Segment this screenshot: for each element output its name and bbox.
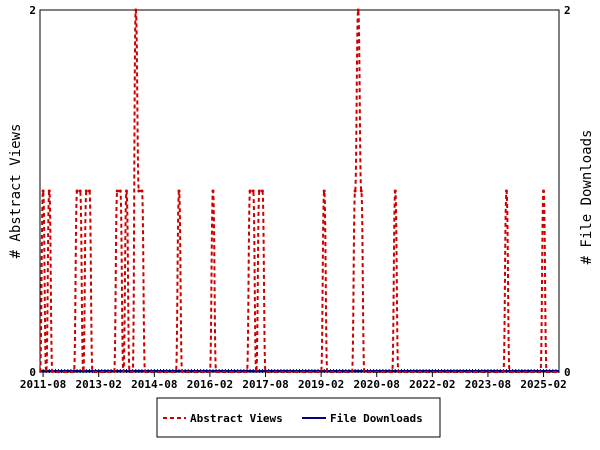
data-point-abstract-views: [47, 189, 51, 193]
data-point-abstract-views: [125, 189, 128, 193]
y-axis-right-title: # File Downloads: [579, 130, 595, 265]
x-tick-label: 2025-02: [520, 378, 566, 391]
legend: Abstract Views File Downloads: [156, 397, 441, 438]
data-point-abstract-views: [322, 189, 326, 193]
data-point-abstract-views: [134, 8, 138, 12]
data-point-abstract-views: [177, 189, 181, 193]
data-point-abstract-views: [504, 189, 508, 193]
data-point-abstract-views: [393, 189, 397, 193]
data-point-abstract-views: [41, 189, 45, 193]
y-axis-left-title: # Abstract Views: [8, 124, 24, 259]
series-line-abstract-views: [39, 8, 559, 374]
x-tick-label: 2020-08: [354, 378, 400, 391]
data-point-abstract-views: [137, 189, 141, 193]
x-tick-label: 2011-08: [20, 378, 66, 391]
data-point-abstract-views: [118, 189, 122, 193]
x-tick-label: 2017-08: [242, 378, 288, 391]
data-point-abstract-views: [75, 189, 79, 193]
x-tick-label: 2016-02: [187, 378, 233, 391]
y-left-tick-0: 0: [29, 366, 36, 379]
y-right-tick-2: 2: [564, 4, 571, 17]
data-point-abstract-views: [87, 189, 91, 193]
data-point-abstract-views: [115, 189, 119, 193]
y-left-tick-2: 2: [29, 4, 36, 17]
data-point-abstract-views: [140, 189, 144, 193]
x-tick-label: 2013-02: [76, 378, 122, 391]
y-right-tick-0: 0: [564, 366, 571, 379]
data-point-abstract-views: [353, 189, 357, 193]
data-point-abstract-views: [542, 189, 546, 193]
data-point-abstract-views: [248, 189, 252, 193]
data-point-abstract-views: [84, 189, 88, 193]
data-point-abstract-views: [260, 189, 264, 193]
legend-label-file-downloads: File Downloads: [330, 412, 423, 425]
x-tick-label: 2022-02: [409, 378, 455, 391]
data-point-abstract-views: [211, 189, 215, 193]
legend-label-abstract-views: Abstract Views: [190, 412, 283, 425]
x-tick-label: 2019-02: [298, 378, 344, 391]
data-point-abstract-views: [78, 189, 82, 193]
data-point-abstract-views: [356, 8, 360, 12]
legend-box: [156, 397, 441, 438]
data-point-abstract-views: [251, 189, 255, 193]
x-tick-label: 2014-08: [131, 378, 177, 391]
x-tick-label: 2023-08: [465, 378, 511, 391]
series-layer: [39, 8, 560, 374]
data-point-abstract-views: [257, 189, 261, 193]
data-point-abstract-views: [359, 189, 363, 193]
x-axis: 2011-08 2013-02 2014-08 2016-02 2017-08 2019-…: [20, 372, 567, 391]
